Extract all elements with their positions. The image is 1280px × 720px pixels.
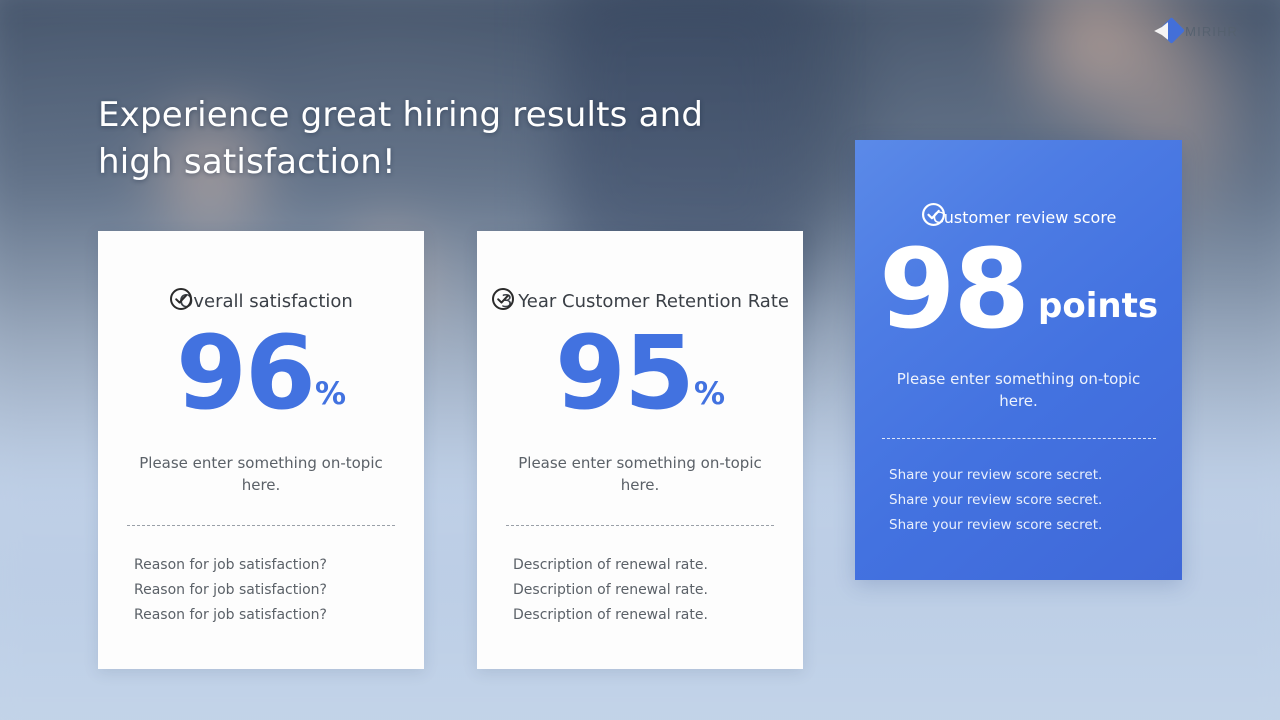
card-description: Please enter something on-topic here.	[139, 454, 383, 494]
card-description: Please enter something on-topic here.	[896, 370, 1141, 410]
card-bullet-list: Description of renewal rate. Description…	[513, 553, 803, 628]
stat-number: 95	[554, 314, 695, 433]
headline-line-2: high satisfaction!	[98, 142, 396, 182]
stat-value-group: 96 %	[98, 314, 424, 433]
dashed-divider	[127, 525, 395, 526]
card-title: 3 Year Customer Retention Rate	[501, 291, 789, 312]
stat-value-group: 98 points	[855, 225, 1182, 353]
chevron-diamond-logo-icon	[1154, 17, 1186, 44]
brand-logo[interactable]: MIRIHR	[1154, 17, 1238, 44]
list-item: Reason for job satisfaction?	[134, 607, 327, 623]
stat-unit: %	[314, 376, 346, 412]
check-circle-icon	[169, 287, 193, 316]
list-item: Share your review score secret.	[889, 492, 1103, 508]
card-bullet-list: Share your review score secret. Share yo…	[889, 463, 1182, 538]
stat-unit: points	[1038, 286, 1159, 326]
check-circle-icon	[491, 287, 515, 316]
stat-value-group: 95 %	[477, 314, 803, 433]
stat-card-overall-satisfaction[interactable]: Overall satisfaction 96 % Please enter s…	[98, 231, 424, 669]
list-item: Share your review score secret.	[889, 517, 1103, 533]
dashed-divider	[506, 525, 774, 526]
headline-line-1: Experience great hiring results and	[98, 95, 704, 135]
card-header: Customer review score	[855, 202, 1182, 232]
logo-chevron-shape	[1154, 22, 1169, 40]
stat-card-customer-retention-rate[interactable]: 3 Year Customer Retention Rate 95 % Plea…	[477, 231, 803, 669]
card-header: Overall satisfaction	[98, 287, 424, 316]
card-header: 3 Year Customer Retention Rate	[477, 287, 803, 316]
dashed-divider	[881, 438, 1156, 439]
stat-number: 96	[175, 314, 316, 433]
card-title: Customer review score	[932, 207, 1117, 227]
stat-number: 98	[878, 225, 1030, 353]
stat-unit: %	[693, 376, 725, 412]
list-item: Description of renewal rate.	[513, 607, 708, 623]
logo-wordmark: MIRIHR	[1185, 23, 1238, 39]
list-item: Description of renewal rate.	[513, 582, 708, 598]
check-circle-icon	[921, 202, 946, 232]
card-title: Overall satisfaction	[179, 291, 353, 312]
list-item: Reason for job satisfaction?	[134, 557, 327, 573]
stat-card-customer-review-score[interactable]: Customer review score 98 points Please e…	[855, 140, 1182, 580]
list-item: Reason for job satisfaction?	[134, 582, 327, 598]
list-item: Description of renewal rate.	[513, 557, 708, 573]
page-title: Experience great hiring results and high…	[98, 92, 798, 186]
list-item: Share your review score secret.	[889, 467, 1103, 483]
card-description: Please enter something on-topic here.	[518, 454, 762, 494]
card-bullet-list: Reason for job satisfaction? Reason for …	[134, 553, 424, 628]
